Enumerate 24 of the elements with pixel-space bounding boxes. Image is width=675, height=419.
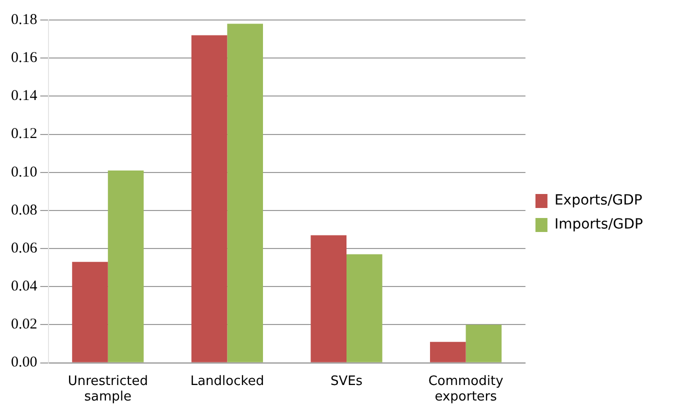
x-tick-label: Unrestricted sample [68, 374, 148, 405]
bar [430, 342, 466, 362]
y-tick-label: 0.06 [11, 240, 38, 256]
x-tick-label: Landlocked [190, 374, 264, 389]
bar [346, 254, 382, 362]
y-tick-label: 0.04 [11, 278, 38, 295]
y-tick-label: 0.18 [11, 12, 38, 28]
bar [108, 170, 144, 362]
y-tick-label: 0.10 [11, 164, 38, 180]
y-tick-label: 0.16 [11, 50, 38, 66]
bar [72, 262, 108, 362]
y-tick-label: 0.12 [11, 126, 38, 142]
y-tick-label: 0.00 [11, 354, 38, 371]
y-tick-label: 0.14 [11, 88, 38, 104]
legend-label: Exports/GDP [554, 192, 642, 209]
y-tick-label: 0.08 [11, 202, 38, 218]
bar [227, 24, 263, 362]
x-tick-label: Commodity exporters [428, 374, 504, 405]
bar [466, 324, 502, 362]
bar [310, 235, 347, 362]
legend-label: Imports/GDP [554, 216, 643, 233]
y-tick-label: 0.02 [11, 316, 38, 333]
bar [191, 35, 228, 362]
x-tick-label: SVEs [330, 374, 363, 389]
